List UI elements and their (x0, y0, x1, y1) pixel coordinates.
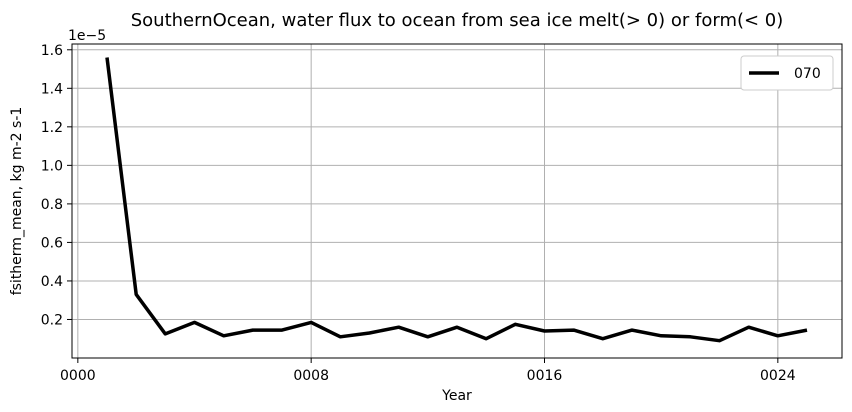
legend: 070 (740, 55, 834, 91)
chart-title: SouthernOcean, water flux to ocean from … (131, 10, 784, 31)
legend-box (740, 55, 834, 91)
y-axis-label: fsitherm_mean, kg m-2 s-1 (9, 107, 25, 296)
series-layer (105, 57, 808, 343)
y-tick-label: 0.8 (41, 197, 63, 213)
y-axis-ticks: 0.2 0.4 0.6 0.8 1.0 1.2 1.4 1.6 (41, 43, 72, 328)
series-line-070 (105, 57, 808, 343)
y-tick-label: 1.4 (41, 81, 63, 97)
x-tick-label: 0008 (293, 368, 329, 384)
plot-frame (71, 43, 843, 359)
x-tick-label: 0016 (527, 368, 563, 384)
y-tick-label: 0.2 (41, 312, 63, 328)
y-tick-label: 1.0 (41, 158, 63, 174)
grid-lines (72, 44, 842, 358)
x-tick-label: 0024 (760, 368, 796, 384)
y-axis-offset-label: 1e−5 (68, 28, 106, 44)
x-axis-label: Year (441, 388, 472, 404)
y-tick-label: 0.4 (41, 274, 63, 290)
x-axis-ticks: 0000 0008 0016 0024 (60, 358, 796, 384)
y-tick-label: 1.2 (41, 120, 63, 136)
y-tick-label: 0.6 (41, 235, 63, 251)
legend-label: 070 (794, 66, 821, 82)
x-tick-label: 0000 (60, 368, 96, 384)
y-tick-label: 1.6 (41, 43, 63, 59)
